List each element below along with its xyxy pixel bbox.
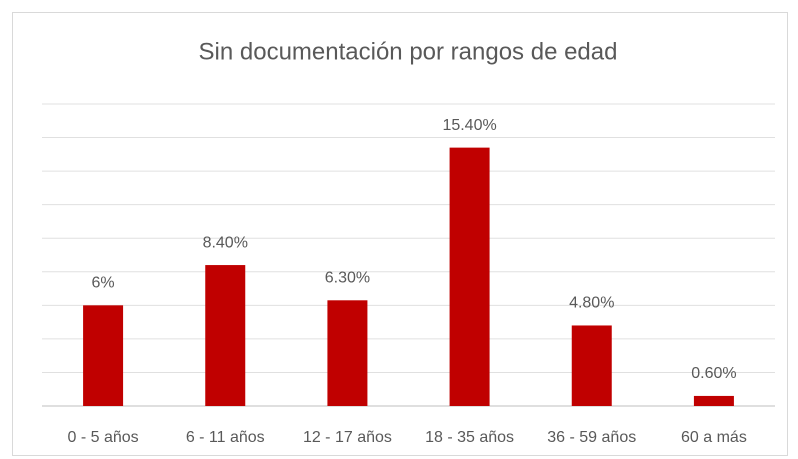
data-label: 6.30% <box>325 270 370 287</box>
chart-title: Sin documentación por rangos de edad <box>199 38 618 65</box>
x-tick-label: 36 - 59 años <box>547 429 636 446</box>
data-label: 4.80% <box>569 295 614 312</box>
data-label: 0.60% <box>691 365 736 382</box>
data-label: 6% <box>92 275 115 292</box>
x-tick-label: 60 a más <box>681 429 747 446</box>
data-label: 8.40% <box>203 234 248 251</box>
data-label: 15.40% <box>442 117 496 134</box>
x-tick-label: 6 - 11 años <box>186 429 265 446</box>
x-tick-label: 12 - 17 años <box>303 429 392 446</box>
bar <box>449 147 490 406</box>
bar <box>693 395 734 406</box>
bar <box>327 300 368 406</box>
chart-frame <box>12 12 788 456</box>
bar <box>83 305 124 406</box>
x-tick-label: 0 - 5 años <box>68 429 139 446</box>
bar <box>205 265 246 406</box>
bar <box>571 325 612 406</box>
x-tick-label: 18 - 35 años <box>425 429 514 446</box>
